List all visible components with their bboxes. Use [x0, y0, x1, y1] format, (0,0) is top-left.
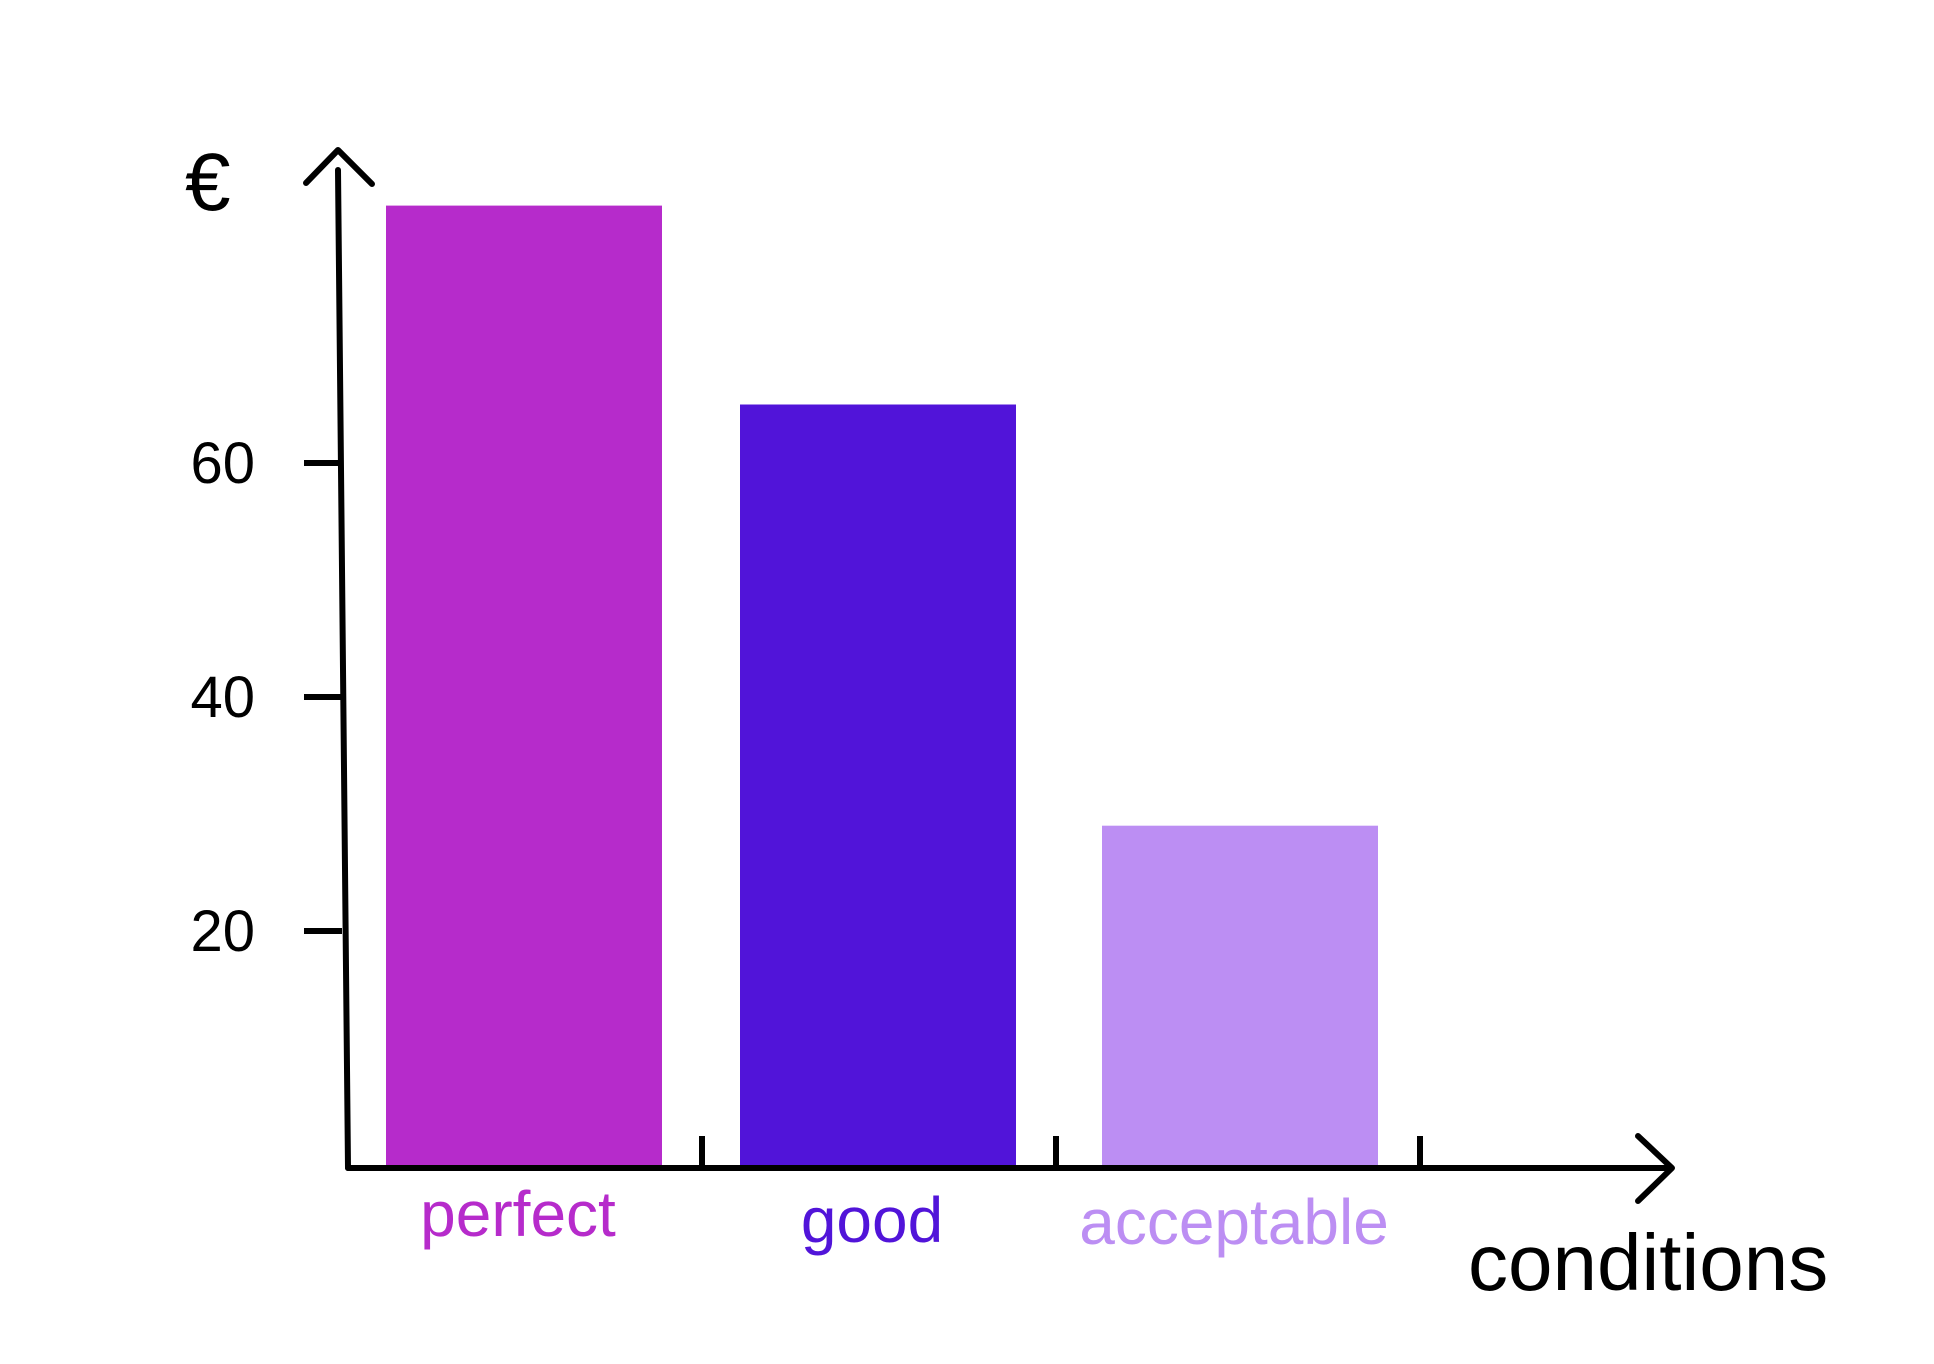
y-ticks-group: 20 40 60: [190, 431, 342, 964]
x-axis-title: conditions: [1468, 1218, 1828, 1307]
x-ticks-group: [699, 1136, 1423, 1171]
x-axis-arrowhead: [1635, 1133, 1675, 1204]
y-axis-arrowhead: [303, 147, 375, 187]
bar-acceptable: [1102, 825, 1378, 1165]
x-category-label: good: [801, 1184, 943, 1256]
y-axis-line: [335, 167, 351, 1171]
bar-perfect: [386, 205, 662, 1166]
y-tick-label: 40: [190, 665, 255, 730]
category-labels-group: perfect good acceptable: [420, 1178, 1389, 1258]
bar-good: [740, 404, 1016, 1165]
y-axis-title: €: [185, 137, 231, 228]
bars-group: [386, 205, 1378, 1166]
axes-group: [303, 147, 1675, 1204]
y-tick-label: 60: [190, 431, 255, 496]
y-tick-label: 20: [190, 899, 255, 964]
x-category-label: perfect: [420, 1178, 616, 1250]
x-category-label: acceptable: [1079, 1186, 1389, 1258]
